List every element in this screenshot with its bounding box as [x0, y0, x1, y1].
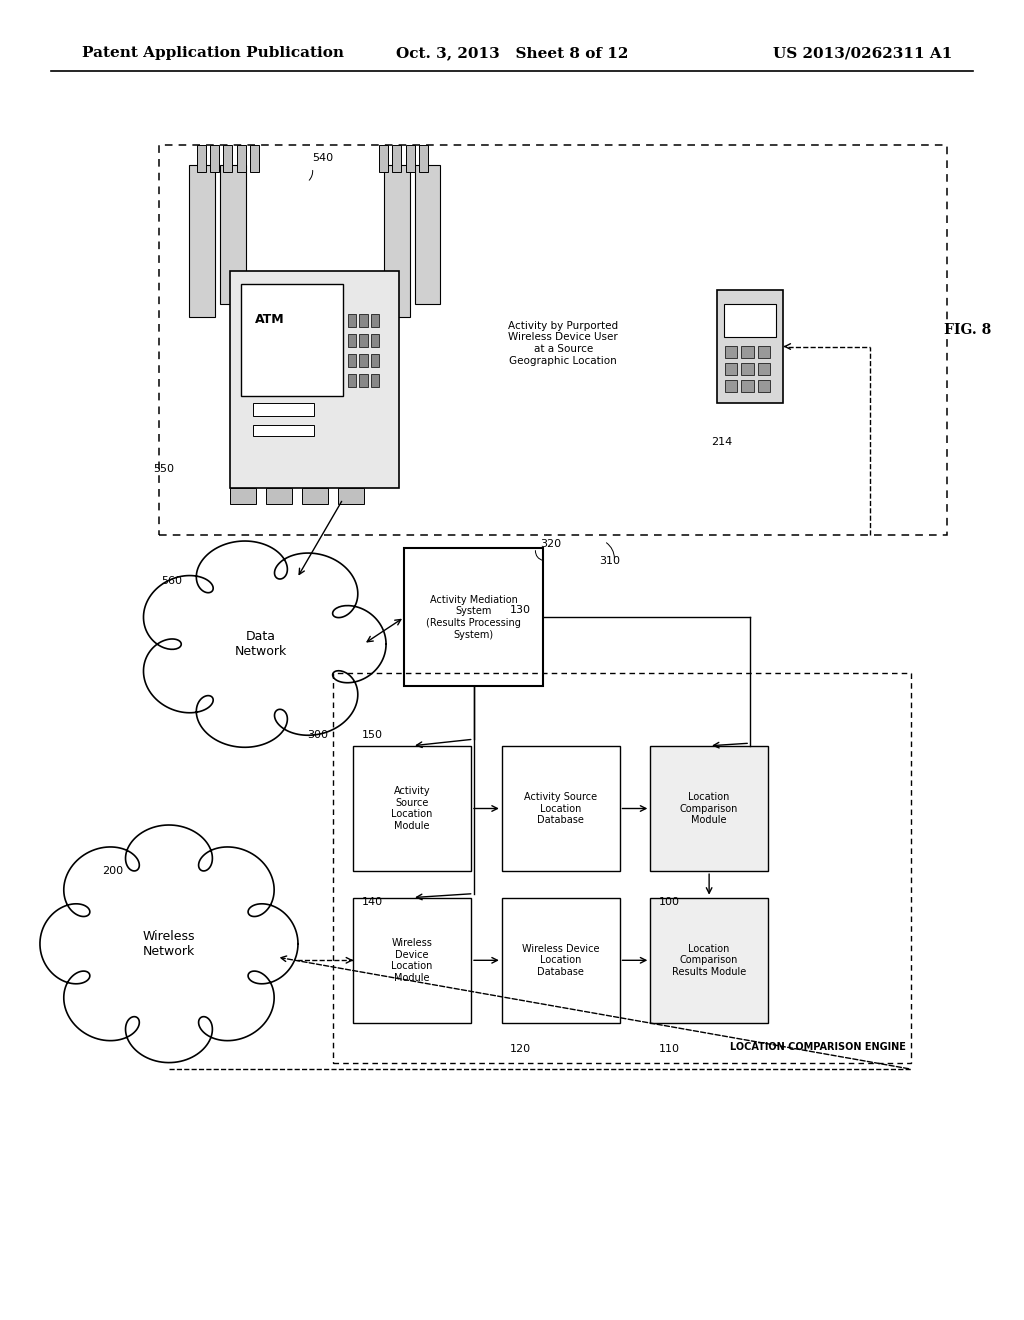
Bar [348, 334, 356, 347]
Text: 200: 200 [102, 866, 124, 876]
Text: ATM: ATM [255, 313, 284, 326]
Text: 100: 100 [658, 896, 680, 907]
Bar [502, 898, 620, 1023]
Bar [741, 363, 754, 375]
Bar [392, 145, 401, 172]
Text: Location
Comparison
Module: Location Comparison Module [680, 792, 738, 825]
Bar [223, 145, 232, 172]
Bar [371, 354, 379, 367]
Bar [406, 145, 415, 172]
Bar [384, 165, 410, 317]
Text: 214: 214 [712, 437, 732, 447]
Text: 140: 140 [361, 896, 383, 907]
Bar [404, 548, 543, 686]
Bar [230, 488, 256, 504]
Bar [359, 354, 368, 367]
Bar [741, 380, 754, 392]
Text: US 2013/0262311 A1: US 2013/0262311 A1 [773, 46, 952, 61]
Bar [348, 354, 356, 367]
Bar [230, 271, 399, 488]
Text: 540: 540 [312, 153, 333, 164]
Bar [197, 145, 206, 172]
Bar [348, 374, 356, 387]
Bar [353, 746, 471, 871]
Text: 310: 310 [599, 556, 620, 566]
Bar [717, 290, 783, 403]
Bar [253, 425, 314, 436]
Bar [237, 145, 246, 172]
Text: 320: 320 [541, 539, 562, 549]
Bar [266, 488, 292, 504]
Bar [353, 898, 471, 1023]
Text: 130: 130 [510, 605, 531, 615]
Bar [159, 145, 947, 535]
Bar [359, 374, 368, 387]
Bar [650, 898, 768, 1023]
Bar [210, 145, 219, 172]
Bar [724, 304, 776, 337]
Text: LOCATION COMPARISON ENGINE: LOCATION COMPARISON ENGINE [730, 1041, 906, 1052]
Bar [250, 145, 259, 172]
Text: 560: 560 [161, 576, 182, 586]
Text: Wireless
Device
Location
Module: Wireless Device Location Module [391, 939, 433, 982]
Bar [725, 363, 737, 375]
Bar [371, 314, 379, 327]
Bar [189, 165, 215, 317]
Text: Activity Mediation
System
(Results Processing
System): Activity Mediation System (Results Proce… [426, 595, 521, 639]
Bar [725, 380, 737, 392]
Text: Activity by Purported
Wireless Device User
at a Source
Geographic Location: Activity by Purported Wireless Device Us… [508, 321, 618, 366]
Text: Location
Comparison
Results Module: Location Comparison Results Module [672, 944, 746, 977]
Text: 550: 550 [154, 463, 175, 474]
Bar [371, 374, 379, 387]
Text: 150: 150 [361, 730, 383, 741]
Text: Patent Application Publication: Patent Application Publication [82, 46, 344, 61]
Bar [419, 145, 428, 172]
Bar [359, 334, 368, 347]
Bar [302, 488, 328, 504]
Bar [758, 363, 770, 375]
Bar [741, 346, 754, 358]
Bar [338, 488, 364, 504]
Bar [415, 165, 440, 304]
Bar [253, 403, 314, 416]
Bar [359, 314, 368, 327]
Bar [348, 314, 356, 327]
Bar [650, 746, 768, 871]
Text: Wireless Device
Location
Database: Wireless Device Location Database [522, 944, 599, 977]
Bar [502, 746, 620, 871]
Bar [333, 673, 911, 1063]
Text: 300: 300 [307, 730, 329, 741]
Bar [758, 380, 770, 392]
Text: Activity Source
Location
Database: Activity Source Location Database [524, 792, 597, 825]
Text: Oct. 3, 2013   Sheet 8 of 12: Oct. 3, 2013 Sheet 8 of 12 [396, 46, 628, 61]
Bar [371, 334, 379, 347]
Bar [379, 145, 388, 172]
Bar [758, 346, 770, 358]
Text: Wireless
Network: Wireless Network [142, 929, 196, 958]
Text: Activity
Source
Location
Module: Activity Source Location Module [391, 787, 433, 830]
Text: Data
Network: Data Network [234, 630, 288, 659]
Text: 120: 120 [510, 1044, 531, 1055]
Text: FIG. 8: FIG. 8 [944, 323, 991, 337]
Bar [241, 284, 343, 396]
Bar [220, 165, 246, 304]
Bar [725, 346, 737, 358]
Text: 110: 110 [658, 1044, 680, 1055]
